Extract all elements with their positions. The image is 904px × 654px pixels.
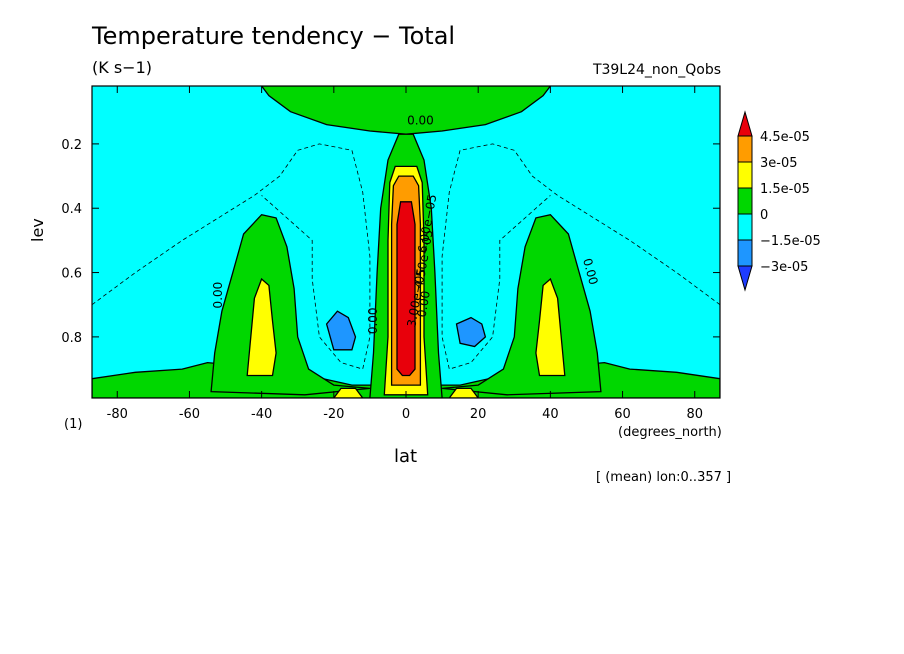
subtropical-cooling-north (455, 316, 487, 348)
negative-contour-south (92, 143, 371, 370)
colorbar-segment (737, 239, 753, 267)
colorbar-label: 4.5e-05 (760, 130, 810, 145)
colorbar-label: −3e-05 (760, 260, 808, 275)
contour-label: 0.00 (580, 257, 600, 286)
subtropical-cooling-south (325, 310, 357, 351)
run-label: T39L24_non_Qobs (592, 62, 721, 78)
surface-warm-bit-north (448, 387, 480, 398)
x-tick-label: 40 (542, 407, 559, 422)
colorbar-bottom-arrow (737, 265, 753, 292)
x-tick-label: -60 (179, 407, 200, 422)
y-tick-label: 0.8 (61, 331, 82, 346)
upper-positive-region (260, 86, 552, 135)
colorbar-segment (737, 213, 753, 241)
x-axis-label: lat (394, 446, 418, 467)
x-tick-label: 80 (686, 407, 703, 422)
x-tick-label: 20 (470, 407, 487, 422)
midlat-warm-core-south (246, 277, 277, 377)
colorbar-label: 0 (760, 208, 768, 223)
colorbar-segment (737, 187, 753, 215)
colorbar-segment (737, 161, 753, 189)
chart-units: (K s−1) (92, 58, 152, 77)
colorbar-segment (737, 135, 753, 163)
x-tick-label: 60 (614, 407, 631, 422)
y-tick-label: 0.2 (61, 138, 82, 153)
chart-title: Temperature tendency − Total (92, 22, 456, 50)
y-tick-label: 0.6 (61, 267, 82, 282)
colorbar-label: −1.5e-05 (760, 234, 821, 249)
negative-contour-north (441, 143, 720, 370)
contour-label: 0.00 (366, 307, 380, 334)
colorbar-label: 3e-05 (760, 156, 798, 171)
y-axis-label: lev (28, 218, 47, 242)
colorbar-label: 1.5e-05 (760, 182, 810, 197)
x-tick-label: -20 (323, 407, 344, 422)
contour-label: 0.00 (415, 290, 433, 319)
contour-fields: 0.000.000.000.000.003.00e−054.50e−056.00… (92, 86, 720, 398)
surface-warm-bit-south (332, 387, 364, 398)
x-axis-units: (degrees_north) (618, 425, 722, 440)
x-tick-label: 0 (402, 407, 410, 422)
x-tick-label: -40 (251, 407, 272, 422)
equatorial-heating-max (396, 201, 416, 377)
contour-label: 0.00 (211, 282, 225, 309)
footnote: [ (mean) lon:0..357 ] (596, 470, 732, 485)
midlat-warm-core-north (535, 277, 566, 377)
colorbar-top-arrow (737, 110, 753, 137)
y-tick-label: 0.4 (61, 202, 82, 217)
y-axis-units: (1) (64, 417, 83, 432)
contour-label: 0.00 (407, 114, 434, 128)
x-tick-label: -80 (107, 407, 128, 422)
